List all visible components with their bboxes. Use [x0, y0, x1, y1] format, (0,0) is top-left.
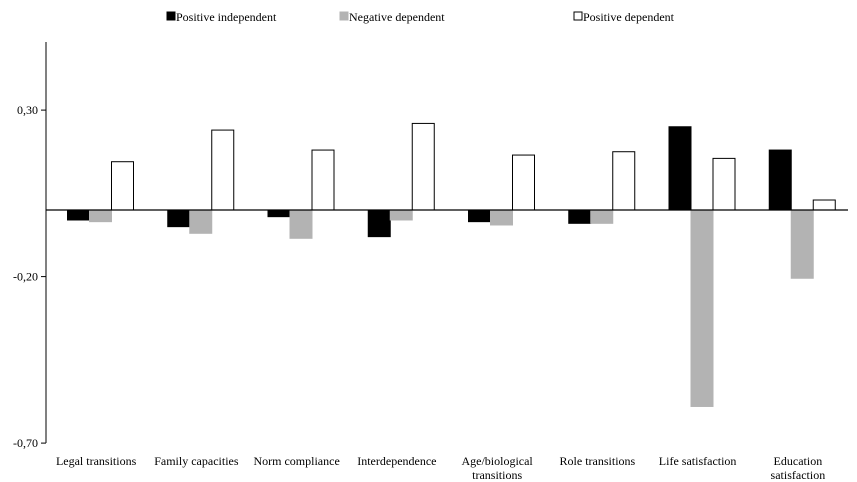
legend-label: Positive independent — [176, 10, 277, 24]
bar-positive-independent — [67, 209, 90, 221]
bar-positive-independent — [668, 126, 692, 211]
category-label: Role transitions — [560, 454, 636, 468]
legend-swatch — [339, 11, 349, 21]
y-axis: 0,30 -0,20 -0,70 — [13, 42, 47, 450]
bar-positive-independent — [267, 209, 291, 218]
bar-positive-independent — [167, 209, 191, 228]
bar-negative-dependent — [490, 209, 513, 226]
legend: Positive independent Negative dependent Po… — [166, 10, 675, 24]
bar-positive-independent — [568, 209, 592, 224]
bar-positive-independent — [468, 209, 491, 223]
category-label: Age/biological transitions — [461, 454, 533, 482]
bar-positive-independent — [768, 149, 792, 211]
bar-positive-dependent — [612, 151, 636, 211]
bar-positive-dependent — [111, 161, 134, 211]
bar-negative-dependent — [289, 209, 313, 239]
category-labels: Legal transitions Family capacities Norm c… — [56, 454, 825, 482]
bar-negative-dependent — [89, 209, 112, 223]
bar-positive-dependent — [211, 129, 235, 211]
y-tick-label: 0,30 — [17, 103, 38, 117]
bar-negative-dependent — [590, 209, 614, 224]
bar-negative-dependent — [389, 209, 413, 221]
bar-positive-dependent — [311, 149, 335, 211]
bars — [67, 122, 836, 407]
category-label: Life satisfaction — [659, 454, 737, 468]
category-label: Norm compliance — [253, 454, 339, 468]
category-label: Family capacities — [154, 454, 239, 468]
y-tick-label: -0,70 — [13, 436, 38, 450]
bar-negative-dependent — [189, 209, 213, 234]
legend-label: Positive dependent — [583, 10, 675, 24]
bar-positive-dependent — [512, 154, 535, 211]
y-tick-label: -0,20 — [13, 270, 38, 284]
legend-label: Negative dependent — [349, 10, 445, 24]
bar-positive-dependent — [411, 122, 435, 211]
bar-positive-independent — [367, 209, 391, 238]
category-label: Education satisfaction — [771, 454, 826, 482]
category-label: Interdependence — [357, 454, 436, 468]
bar-negative-dependent — [790, 209, 814, 279]
legend-swatch — [573, 11, 583, 21]
category-label: Legal transitions — [56, 454, 137, 468]
bar-negative-dependent — [690, 209, 714, 407]
bar-positive-dependent — [712, 157, 736, 211]
bar-positive-dependent — [812, 199, 836, 211]
legend-swatch — [166, 11, 176, 21]
